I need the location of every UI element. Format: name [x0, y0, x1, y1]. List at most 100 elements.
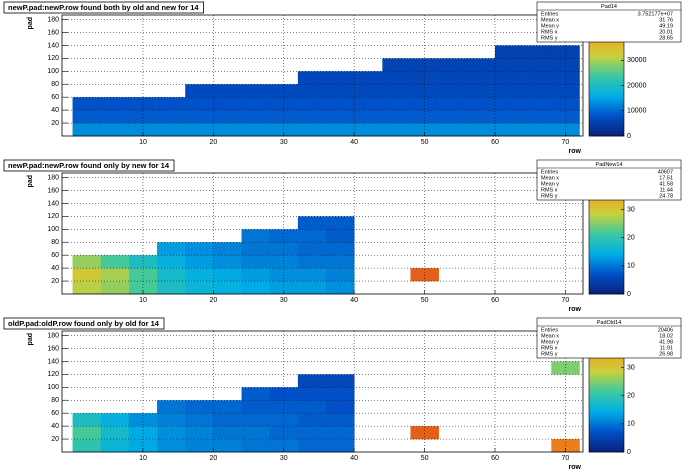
stats-label: Mean y	[541, 181, 559, 187]
z-tick-label: 0	[627, 133, 631, 140]
colorbar-step	[589, 229, 624, 232]
z-tick-label: 20	[627, 235, 635, 242]
heat-cell	[551, 361, 580, 375]
colorbar-step	[589, 213, 624, 216]
heat-cell	[410, 97, 439, 111]
heat-cell	[551, 110, 580, 124]
colorbar-step	[589, 447, 624, 451]
heat-cell	[213, 255, 242, 269]
y-tick-label: 60	[51, 94, 59, 101]
colorbar-step	[589, 83, 624, 86]
colorbar-step	[589, 271, 624, 275]
z-tick-label: 30	[627, 206, 635, 213]
colorbar-step	[589, 361, 624, 364]
stats-value: 49.19	[659, 23, 673, 29]
z-tick-label: 20000	[627, 82, 647, 89]
heat-cell	[157, 123, 186, 137]
colorbar-step	[589, 251, 624, 255]
heat-cell	[297, 268, 327, 282]
z-tick-label: 10000	[627, 108, 647, 115]
x-tick-label: 50	[421, 297, 429, 304]
heat-cell	[157, 281, 186, 295]
z-tick-label: 30	[627, 364, 635, 371]
stats-value: 31.76	[659, 17, 673, 23]
colorbar-step	[589, 201, 624, 204]
heat-cell	[100, 110, 130, 124]
colorbar-step	[589, 121, 624, 125]
heat-cell	[297, 123, 327, 137]
colorbar-step	[589, 267, 624, 271]
heat-cell	[438, 58, 468, 72]
plot-frame	[61, 172, 584, 295]
stats-name: PadOld14	[597, 320, 621, 326]
heat-cell	[297, 439, 327, 453]
stats-label: Mean y	[541, 23, 559, 29]
heat-cell	[466, 58, 496, 72]
heat-cell	[185, 413, 214, 427]
colorbar-step	[589, 63, 624, 66]
heat-cell	[157, 110, 186, 124]
colorbar-step	[589, 209, 624, 212]
heat-cell	[326, 255, 355, 269]
heat-cell	[523, 97, 552, 111]
heat-cell	[326, 413, 355, 427]
heat-cell	[297, 255, 327, 269]
z-tick-label: 20	[627, 393, 635, 400]
colorbar-step	[589, 377, 624, 380]
heat-cell	[269, 229, 299, 243]
heat-cell	[551, 97, 580, 111]
heat-cell	[326, 281, 355, 295]
heat-cell	[157, 255, 186, 269]
heat-cell	[438, 123, 468, 137]
stats-value: 41.98	[659, 339, 673, 345]
heat-cell	[100, 439, 130, 453]
colorbar-step	[589, 99, 624, 103]
colorbar-step	[589, 263, 624, 267]
heat-cell	[523, 45, 552, 59]
y-tick-label: 140	[47, 358, 59, 365]
heat-cell	[213, 268, 242, 282]
heat-cell	[326, 216, 355, 230]
heat-cell	[128, 97, 158, 111]
y-tick-label: 60	[51, 252, 59, 259]
colorbar-step	[589, 249, 624, 253]
heat-cell	[213, 426, 242, 440]
z-tick-label: 10	[627, 263, 635, 270]
heat-cell	[269, 268, 299, 282]
colorbar-step	[589, 89, 624, 93]
stats-label: RMS y	[541, 193, 558, 199]
colorbar-step	[589, 49, 624, 52]
heat-cell	[466, 84, 496, 98]
colorbar-step	[589, 395, 624, 398]
heat-cell	[213, 413, 242, 427]
heat-cell	[466, 97, 496, 111]
heat-cell	[241, 97, 270, 111]
colorbar-step	[589, 283, 624, 287]
heat-cell	[128, 110, 158, 124]
x-tick-label: 30	[280, 455, 288, 462]
heat-cell	[213, 84, 242, 98]
colorbar-step	[589, 73, 624, 76]
colorbar-step	[589, 367, 624, 370]
heat-cell	[72, 413, 102, 427]
colorbar-step	[589, 227, 624, 230]
stats-label: Mean x	[541, 333, 559, 339]
colorbar-step	[589, 409, 624, 413]
heat-cell	[297, 71, 327, 85]
heat-cell	[241, 387, 270, 401]
colorbar-step	[589, 119, 624, 123]
y-tick-label: 180	[47, 332, 59, 339]
heat-cell	[326, 426, 355, 440]
colorbar-step	[589, 91, 624, 95]
colorbar-step	[589, 243, 624, 246]
x-tick-label: 70	[562, 139, 570, 146]
heat-cell	[100, 413, 130, 427]
heat-cell	[241, 439, 270, 453]
heat-cell	[213, 123, 242, 137]
heat-cell	[241, 268, 270, 282]
colorbar-step	[589, 71, 624, 74]
x-tick-label: 10	[139, 297, 147, 304]
y-tick-label: 20	[51, 436, 59, 443]
heat-cell	[297, 229, 327, 243]
x-tick-label: 60	[491, 297, 499, 304]
